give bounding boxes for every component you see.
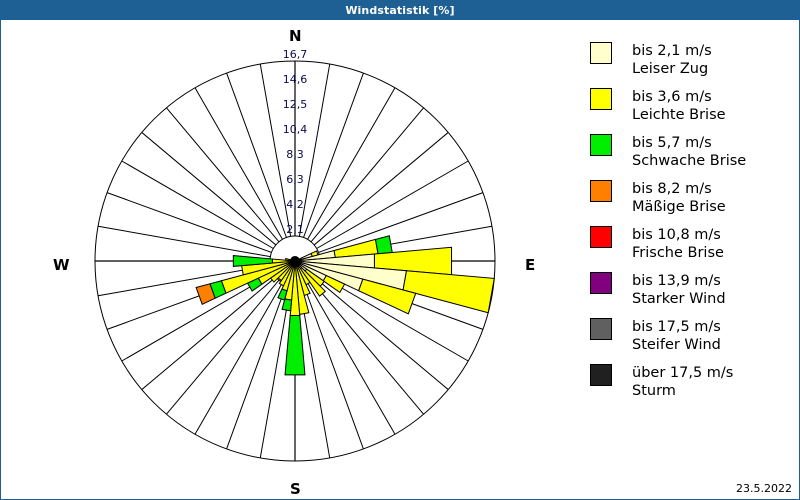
west-label: W <box>53 256 70 274</box>
legend-swatch-icon <box>590 180 612 202</box>
legend-swatch-icon <box>590 42 612 64</box>
legend-swatch-icon <box>590 88 612 110</box>
radial-tick-label: 12,5 <box>283 98 308 111</box>
radial-tick-label: 14,6 <box>283 73 308 86</box>
legend-name: Sturm <box>632 383 676 399</box>
radial-tick-label: 10,4 <box>283 123 308 136</box>
radial-tick-label: 2,1 <box>286 223 304 236</box>
radial-tick-label: 4,2 <box>286 198 304 211</box>
legend-name: Leiser Zug <box>632 61 709 77</box>
east-label: E <box>525 256 536 274</box>
radial-tick-label: 8,3 <box>286 148 304 161</box>
legend-speed: bis 10,8 m/s <box>632 227 721 243</box>
legend-speed: bis 3,6 m/s <box>632 89 712 105</box>
wind-wedge <box>284 315 306 376</box>
wind-wedge <box>277 288 288 301</box>
legend-speed: bis 13,9 m/s <box>632 273 721 289</box>
radial-tick-label: 6,3 <box>286 173 304 186</box>
legend-swatch-icon <box>590 272 612 294</box>
legend-swatch-icon <box>590 318 612 340</box>
wind-wedge <box>374 235 393 255</box>
wind-wedge <box>232 255 273 267</box>
wind-wedge <box>281 298 293 312</box>
legend-name: Steifer Wind <box>632 337 721 353</box>
title-bar: Windstatistik [%] <box>0 0 800 20</box>
wind-wedge <box>358 278 417 315</box>
legend-name: Schwache Brise <box>632 153 747 169</box>
legend-swatch-icon <box>590 364 612 386</box>
radial-tick-label: 16,7 <box>283 48 308 61</box>
legend-speed: bis 5,7 m/s <box>632 135 712 151</box>
legend-speed: bis 8,2 m/s <box>632 181 712 197</box>
wind-wedge <box>310 250 319 257</box>
wind-wedge <box>195 283 216 305</box>
legend-speed: bis 17,5 m/s <box>632 319 721 335</box>
south-label: S <box>290 480 301 498</box>
legend-name: Mäßige Brise <box>632 199 726 215</box>
north-label: N <box>289 27 302 45</box>
wind-wedge <box>322 274 346 294</box>
legend-name: Frische Brise <box>632 245 724 261</box>
wind-rose: 2,1 4,2 6,3 8,3 10,4 12,5 14,6 16,7 <box>94 48 496 462</box>
legend-swatch-icon <box>590 134 612 156</box>
legend-name: Starker Wind <box>632 291 726 307</box>
legend-name: Leichte Brise <box>632 107 726 123</box>
date-label: 23.5.2022 <box>736 482 792 495</box>
legend-speed: über 17,5 m/s <box>632 365 734 381</box>
legend-swatch-icon <box>590 226 612 248</box>
wind-wedge <box>402 270 495 314</box>
legend-speed: bis 2,1 m/s <box>632 43 712 59</box>
wind-wedge <box>299 267 327 297</box>
